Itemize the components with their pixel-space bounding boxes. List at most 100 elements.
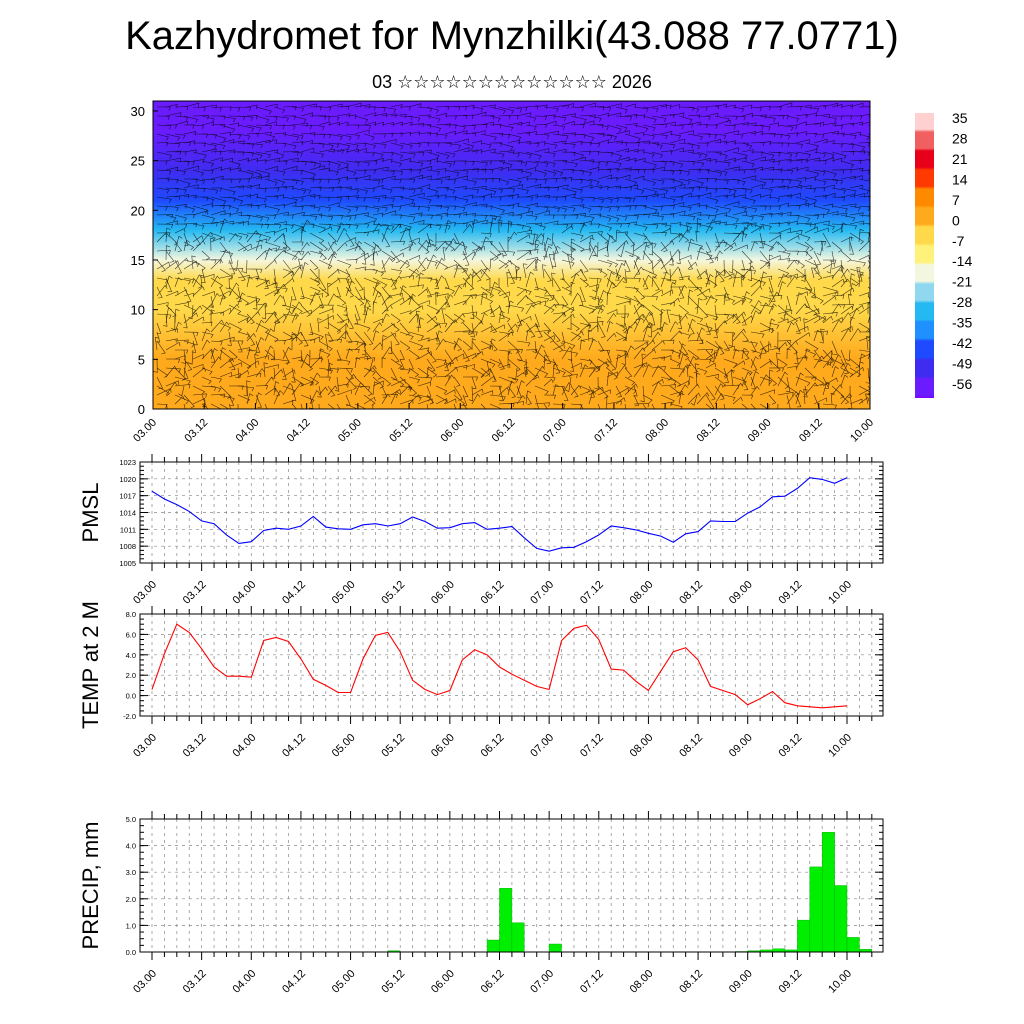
wind-barb: [264, 311, 277, 324]
wind-barb: [183, 194, 197, 200]
wind-barb: [804, 226, 819, 234]
wind-barb: [327, 121, 340, 127]
wind-barb: [840, 160, 855, 169]
wind-barb: [201, 187, 219, 194]
wind-barb: [246, 348, 254, 360]
wind-barb: [606, 160, 622, 168]
wind-barb: [858, 361, 864, 378]
x-tick-label: 09.00: [727, 579, 755, 607]
wind-barb: [390, 240, 406, 246]
wind-barb: [156, 277, 168, 284]
wind-barb: [570, 331, 582, 341]
wind-barb: [408, 103, 422, 108]
wind-barb: [498, 386, 510, 396]
wind-barb: [840, 394, 850, 405]
wind-barb: [489, 252, 504, 261]
wind-barb: [426, 259, 438, 267]
wind-barb: [255, 203, 267, 209]
wind-barb: [525, 329, 532, 342]
wind-barb: [345, 133, 360, 140]
wind-barb: [255, 319, 265, 333]
wind-barb: [777, 268, 790, 277]
wind-barb: [615, 205, 632, 211]
wind-barb: [390, 160, 402, 167]
wind-barb: [165, 232, 179, 246]
wind-barb: [522, 263, 528, 279]
wind-barb: [633, 286, 646, 300]
wind-barb: [444, 213, 461, 219]
y-tick-label: 2.0: [126, 895, 136, 904]
wind-barb: [444, 349, 455, 365]
x-tick-label: 04.00: [230, 579, 258, 607]
wind-barb: [759, 106, 772, 111]
wind-barb: [372, 222, 382, 234]
wind-barb: [678, 106, 695, 112]
wind-barb: [813, 330, 829, 336]
wind-barb: [822, 192, 836, 198]
wind-barb: [318, 187, 335, 192]
wind-barb: [606, 124, 622, 133]
wind-barb: [795, 177, 807, 182]
wind-barb: [363, 151, 375, 157]
wind-barb: [246, 115, 258, 120]
wind-barb: [498, 142, 514, 151]
wind-barb: [210, 210, 226, 216]
wind-barb: [435, 160, 452, 168]
wind-barb: [768, 376, 778, 386]
wind-barb: [723, 384, 740, 390]
wind-barb: [282, 277, 295, 288]
wind-barb: [498, 178, 510, 186]
wind-barb: [183, 165, 200, 171]
wind-barb: [678, 286, 685, 299]
wind-barb: [462, 105, 475, 110]
wind-barb: [327, 196, 343, 202]
wind-barb: [723, 187, 737, 195]
wind-barb: [309, 165, 325, 171]
wind-barb: [228, 303, 240, 315]
wind-barb: [579, 223, 587, 234]
wind-barb: [858, 106, 870, 111]
wind-barb: [265, 187, 280, 192]
wind-barb: [273, 233, 286, 243]
x-tick-label: 07.00: [528, 732, 556, 760]
wind-barb: [444, 238, 457, 252]
wind-barb: [624, 205, 637, 210]
wind-barb: [690, 394, 698, 406]
wind-barb: [579, 339, 586, 351]
wind-barb: [615, 262, 625, 279]
wind-barb: [174, 321, 182, 333]
wind-barb: [678, 169, 691, 176]
wind-barb: [831, 142, 844, 148]
wind-barb: [327, 133, 343, 141]
wind-barb: [840, 187, 857, 195]
wind-barb: [444, 389, 456, 396]
wind-barb: [822, 381, 831, 396]
wind-barb: [154, 337, 160, 351]
wind-barb: [300, 304, 311, 317]
colorbar-label: -35: [952, 315, 972, 331]
wind-barb: [795, 292, 803, 306]
wind-barb: [174, 115, 189, 122]
wind-barb: [408, 151, 425, 157]
wind-barb: [381, 323, 396, 333]
wind-barb: [507, 376, 519, 383]
wind-barb: [579, 133, 595, 142]
wind-barb: [408, 376, 420, 384]
wind-barb: [300, 381, 314, 387]
wind-barb: [345, 177, 358, 182]
wind-barb: [408, 367, 420, 378]
wind-barb: [480, 286, 495, 299]
wind-barb: [444, 294, 454, 306]
wind-barb: [354, 331, 366, 346]
wind-barb: [273, 358, 290, 365]
wind-barb: [534, 329, 550, 335]
wind-barb: [829, 250, 835, 262]
wind-barb: [768, 286, 776, 302]
wind-barb: [525, 194, 538, 199]
wind-barb: [624, 385, 637, 394]
wind-barb: [390, 379, 406, 387]
wind-barb: [246, 276, 259, 281]
wind-barb: [336, 227, 348, 243]
wind-barb: [858, 178, 870, 182]
wind-barb: [309, 331, 324, 340]
